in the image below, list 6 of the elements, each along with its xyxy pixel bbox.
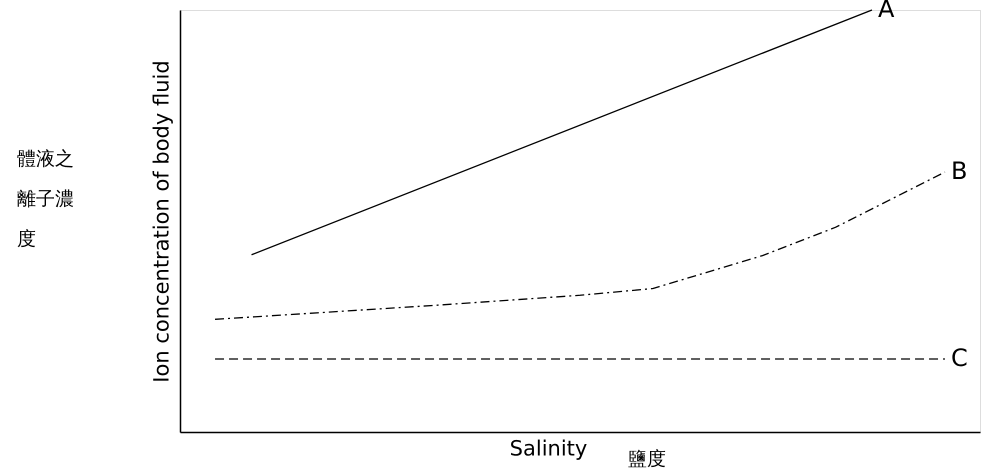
text: 鹽度 <box>628 448 666 470</box>
text: 體液之離子濃度 <box>17 148 74 250</box>
x-axis-title: Salinity <box>510 436 588 460</box>
y-axis-title: Ion concentration of body fluid <box>150 60 174 383</box>
series-label: B <box>950 157 968 186</box>
series-label: C <box>950 344 968 372</box>
